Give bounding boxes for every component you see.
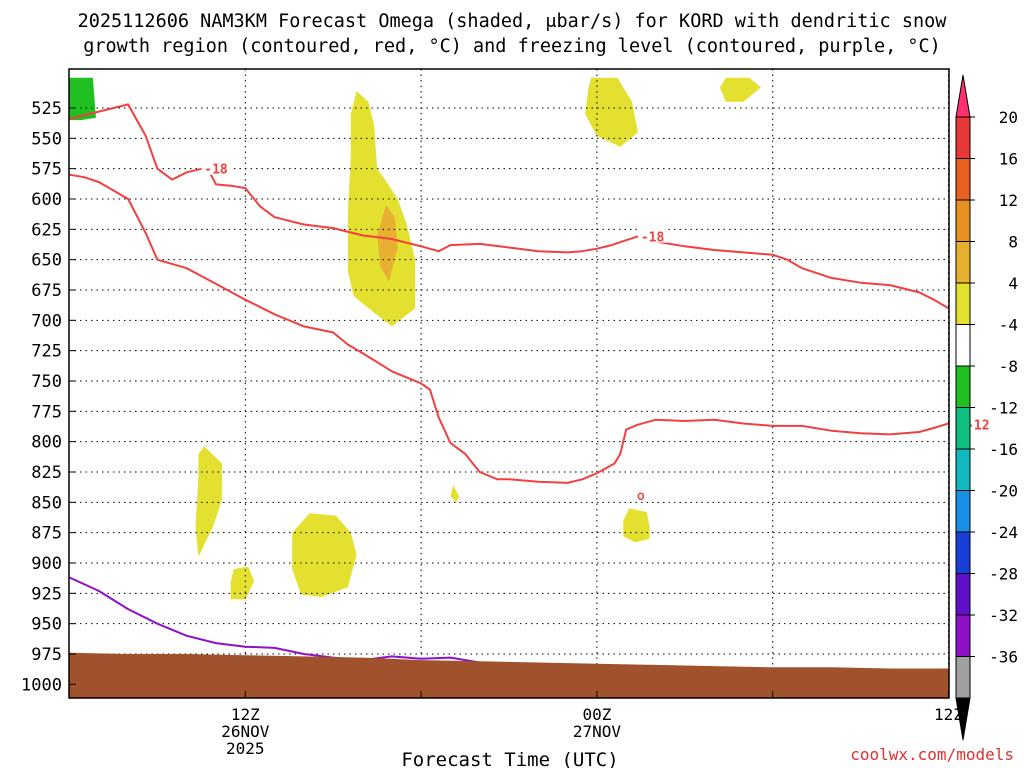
- omega-region-3: [585, 77, 638, 147]
- colorbar-segment-5: [955, 282, 971, 325]
- colorbar-segment-9: [955, 448, 971, 491]
- contour-label-bg-4: [963, 416, 993, 431]
- colorbar-segment-14: [955, 656, 971, 699]
- colorbar-segment-11: [955, 531, 971, 574]
- colorbar-label-0: 20: [999, 108, 1018, 127]
- plot-frame: [68, 68, 950, 699]
- contour-line-1: [69, 103, 949, 310]
- colorbar-label-2: 12: [999, 191, 1018, 210]
- colorbar-segment-7: [955, 365, 971, 408]
- y-tick-label-625: 625: [31, 220, 62, 240]
- colorbar-label-4: 4: [1008, 274, 1018, 293]
- y-tick-label-650: 650: [31, 251, 62, 271]
- y-tick-label-925: 925: [31, 584, 62, 604]
- x-tick-label-12-2: 2025: [226, 739, 265, 758]
- colorbar-label-12: -32: [989, 606, 1018, 625]
- y-tick-label-825: 825: [31, 463, 62, 483]
- site-credit: coolwx.com/models: [850, 745, 1014, 764]
- colorbar-segment-8: [955, 407, 971, 450]
- contour-label-bg-1: [201, 160, 231, 175]
- omega-region-6: [292, 513, 357, 597]
- colorbar-segment-3: [955, 199, 971, 242]
- contour-line-2: [69, 173, 949, 484]
- colorbar-segment-1: [955, 116, 971, 159]
- colorbar-label-10: -24: [989, 523, 1018, 542]
- contour-label-4: -12: [966, 419, 989, 434]
- y-tick-label-875: 875: [31, 524, 62, 544]
- y-tick-label-550: 550: [31, 129, 62, 149]
- plot-background: [69, 69, 949, 698]
- contour-line-3: [69, 576, 480, 664]
- x-tick-label-24-0: 00Z: [582, 705, 611, 724]
- y-tick-label-975: 975: [31, 645, 62, 665]
- colorbar-label-13: -36: [989, 648, 1018, 667]
- plot-area: -18-18-18-12-12 525550575600625650675700…: [21, 68, 993, 758]
- colorbar-segment-2: [955, 158, 971, 201]
- omega-region-9: [623, 508, 650, 543]
- colorbar-label-8: -16: [989, 440, 1018, 459]
- contour-label-1: -18: [204, 163, 228, 178]
- x-axis-label: Forecast Time (UTC): [401, 749, 618, 768]
- ground-fill: [69, 652, 949, 698]
- colorbar-segment-6: [955, 324, 971, 367]
- y-tick-label-725: 725: [31, 342, 62, 362]
- y-tick-label-900: 900: [31, 554, 62, 574]
- omega-region-11: [69, 77, 96, 121]
- colorbar-bottom-arrow: [955, 697, 971, 741]
- y-axis: 525 550 575 600 625 650 675 700 725 750 775 800 825 8…: [21, 99, 76, 695]
- colorbar-segment-4: [955, 241, 971, 284]
- colorbar-top-arrow: [955, 74, 971, 118]
- y-tick-label-675: 675: [31, 281, 62, 301]
- colorbar-label-1: 16: [999, 150, 1018, 169]
- y-tick-label-1000: 1000: [21, 675, 62, 695]
- y-tick-label-950: 950: [31, 615, 62, 635]
- colorbar-label-3: 8: [1008, 233, 1018, 252]
- omega-region-2: [377, 205, 398, 282]
- y-tick-label-600: 600: [31, 190, 62, 210]
- contour-label-bg-2: [638, 228, 668, 243]
- y-tick-label-750: 750: [31, 372, 62, 392]
- contour-loop: [637, 492, 645, 501]
- colorbar-label-5: -4: [999, 316, 1018, 335]
- omega-region-1: [347, 91, 416, 327]
- colorbar-segment-13: [955, 614, 971, 657]
- colorbar-label-11: -28: [989, 565, 1018, 584]
- omega-region-7: [230, 566, 255, 600]
- ground-layer: [69, 652, 949, 698]
- colorbar-segment-10: [955, 490, 971, 533]
- y-tick-label-700: 700: [31, 311, 62, 331]
- omega-region-4: [720, 77, 761, 102]
- colorbar-label-9: -20: [989, 482, 1018, 501]
- omega-shading: [69, 77, 761, 600]
- y-tick-label-575: 575: [31, 160, 62, 180]
- x-tick-label-12-0: 12Z: [231, 705, 260, 724]
- contour-labels: -18-18-18-12-12: [201, 160, 993, 434]
- chart-title-line1: 2025112606 NAM3KM Forecast Omega (shaded…: [78, 11, 948, 32]
- omega-region-8: [450, 485, 460, 503]
- x-tick-label-36-0: 12Z: [934, 705, 963, 724]
- colorbar-label-6: -8: [999, 357, 1018, 376]
- x-tick-label-24-1: 27NOV: [573, 722, 622, 741]
- chart-title-line2: growth region (contoured, red, °C) and f…: [83, 36, 941, 57]
- omega-region-5: [195, 446, 222, 557]
- y-tick-label-775: 775: [31, 402, 62, 422]
- y-tick-label-800: 800: [31, 433, 62, 453]
- colorbar-label-7: -12: [989, 399, 1018, 418]
- isotherm-contours: [69, 103, 949, 664]
- x-tick-label-12-1: 26NOV: [221, 722, 270, 741]
- contour-label-2: -18: [641, 231, 665, 246]
- colorbar-segment-12: [955, 573, 971, 616]
- y-tick-label-525: 525: [31, 99, 62, 119]
- y-tick-label-850: 850: [31, 493, 62, 513]
